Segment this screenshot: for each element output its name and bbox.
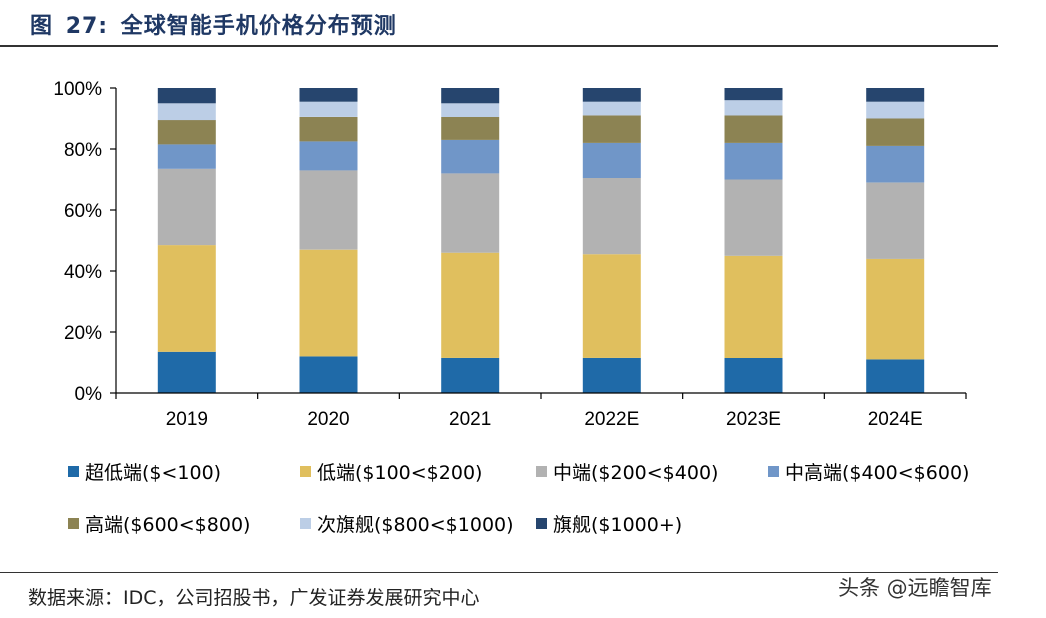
legend-label: 超低端($<100) <box>85 462 221 484</box>
bar-segment-2022E-s5 <box>582 101 641 116</box>
bar-segment-2020-s3 <box>299 141 358 171</box>
y-tick-label: 60% <box>64 201 102 222</box>
top-divider <box>0 45 998 47</box>
bar-segment-2022E-s3 <box>582 142 641 178</box>
bar-segment-2020-s5 <box>299 101 358 117</box>
axes-layer: 0% 20% 40% 60% 80% 100% 2019 2020 2021 2022E 2023E… <box>53 79 967 430</box>
bars-layer <box>157 88 925 393</box>
figure-title: 图 27: 全球智能手机价格分布预测 <box>30 8 397 40</box>
y-tick-label: 100% <box>53 79 102 100</box>
bar-segment-2024E-s3 <box>866 145 925 183</box>
bar-segment-2022E-s6 <box>582 88 641 102</box>
figure-label: 图 <box>30 14 54 39</box>
bar-segment-2020-s0 <box>299 356 358 393</box>
legend-label: 次旗舰($800<$1000) <box>317 514 514 536</box>
legend-label: 旗舰($1000+) <box>553 514 682 536</box>
bar-segment-2021-s1 <box>441 252 500 358</box>
bar-segment-2024E-s1 <box>866 258 925 360</box>
bottom-divider <box>0 572 998 573</box>
bar-segment-2021-s6 <box>441 88 500 104</box>
bar-segment-2024E-s5 <box>866 101 925 119</box>
figure-number: 27: <box>65 14 109 39</box>
y-tick-label: 0% <box>75 384 103 405</box>
bar-segment-2023E-s1 <box>724 255 783 358</box>
legend-swatch <box>68 518 79 529</box>
bar-segment-2021-s5 <box>441 103 500 117</box>
watermark: 头条 @远瞻智库 <box>838 576 992 600</box>
legend-label: 中端($200<$400) <box>553 462 718 484</box>
bar-segment-2019-s3 <box>157 144 216 169</box>
bar-segment-2020-s6 <box>299 88 358 102</box>
stacked-bar-chart: 0% 20% 40% 60% 80% 100% 2019 2020 2021 2022E 2023E… <box>53 79 969 536</box>
bar-segment-2024E-s2 <box>866 182 925 259</box>
figure-title-text: 全球智能手机价格分布预测 <box>120 14 397 39</box>
legend-label: 中高端($400<$600) <box>785 462 969 484</box>
bar-segment-2020-s4 <box>299 117 358 142</box>
bar-segment-2023E-s5 <box>724 100 783 116</box>
bar-segment-2021-s0 <box>441 357 500 393</box>
legend: 超低端($<100) 低端($100<$200) 中端($200<$400) 中高端(… <box>68 462 969 536</box>
legend-swatch <box>300 466 311 477</box>
x-category-label: 2020 <box>307 409 349 430</box>
bar-segment-2022E-s1 <box>582 254 641 358</box>
y-tick-label: 20% <box>64 323 102 344</box>
bar-segment-2019-s6 <box>157 88 216 104</box>
bar-segment-2019-s0 <box>157 351 216 393</box>
x-category-label: 2021 <box>449 409 491 430</box>
bar-segment-2020-s2 <box>299 170 358 250</box>
bar-segment-2021-s2 <box>441 173 500 253</box>
y-tick-label: 40% <box>64 262 102 283</box>
bar-segment-2021-s3 <box>441 139 500 174</box>
bar-segment-2024E-s6 <box>866 88 925 102</box>
legend-swatch <box>536 466 547 477</box>
x-category-label: 2019 <box>166 409 208 430</box>
bar-segment-2020-s1 <box>299 249 358 357</box>
x-category-label: 2022E <box>584 409 639 430</box>
x-category-label: 2024E <box>868 409 923 430</box>
legend-swatch <box>536 518 547 529</box>
x-category-label: 2023E <box>726 409 781 430</box>
bar-segment-2019-s5 <box>157 103 216 121</box>
bar-segment-2024E-s4 <box>866 118 925 146</box>
bar-segment-2022E-s2 <box>582 178 641 255</box>
y-tick-label: 80% <box>64 140 102 161</box>
legend-swatch <box>300 518 311 529</box>
source-note: 数据来源：IDC，公司招股书，广发证券发展研究中心 <box>28 587 480 609</box>
bar-segment-2023E-s0 <box>724 357 783 393</box>
bar-segment-2023E-s4 <box>724 115 783 143</box>
legend-label: 高端($600<$800) <box>85 514 250 536</box>
legend-swatch <box>68 466 79 477</box>
bar-segment-2022E-s4 <box>582 115 641 143</box>
bar-segment-2023E-s6 <box>724 88 783 101</box>
bar-segment-2024E-s0 <box>866 359 925 393</box>
legend-label: 低端($100<$200) <box>317 462 482 484</box>
bar-segment-2022E-s0 <box>582 357 641 393</box>
bar-segment-2021-s4 <box>441 117 500 140</box>
bar-segment-2019-s1 <box>157 245 216 352</box>
bar-segment-2023E-s3 <box>724 142 783 180</box>
bar-segment-2019-s2 <box>157 168 216 246</box>
bar-segment-2019-s4 <box>157 120 216 145</box>
bar-segment-2023E-s2 <box>724 179 783 256</box>
legend-swatch <box>768 466 779 477</box>
